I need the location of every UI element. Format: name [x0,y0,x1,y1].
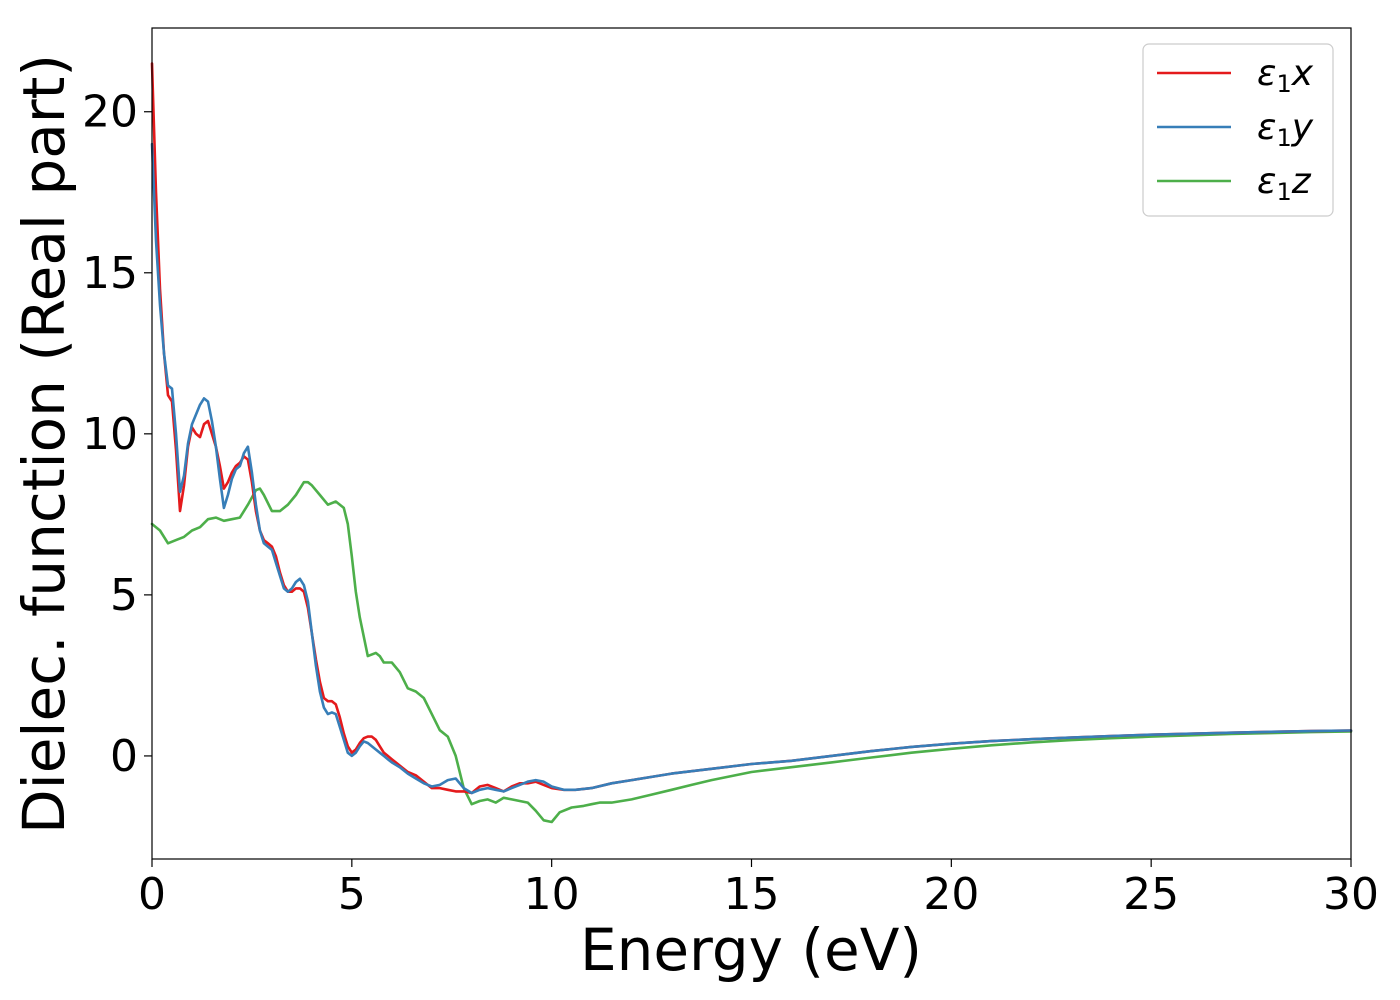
series-line-z [150,480,1353,824]
x-axis-label: Energy (eV) [580,916,922,984]
y-axis-label: Dielec. function (Real part) [10,54,78,834]
x-tick-label: 15 [724,869,780,920]
x-tick-label: 10 [524,869,580,920]
x-tick-label: 25 [1123,869,1179,920]
plot-area [150,62,1353,824]
x-tick-label: 5 [338,869,366,920]
y-tick-label: 5 [110,570,138,621]
y-tick-label: 0 [110,731,138,782]
legend-label-z: ε1z [1257,161,1312,206]
y-tick-label: 15 [82,248,138,299]
y-tick-label: 10 [82,409,138,460]
series-line-y [150,142,1353,795]
x-tick-label: 20 [923,869,979,920]
legend-label-y: ε1y [1257,107,1314,152]
x-tick-label: 30 [1323,869,1379,920]
y-tick-label: 20 [82,87,138,138]
legend-frame [1142,43,1334,217]
legend-label-x: ε1x [1257,53,1314,98]
x-tick-label: 0 [138,869,166,920]
plot-frame [151,27,1352,860]
tick-layer: 0 5 10 15 20 25 30 0 5 10 15 20 [82,87,1379,920]
legend: ε1x ε1y ε1z [1142,43,1334,217]
